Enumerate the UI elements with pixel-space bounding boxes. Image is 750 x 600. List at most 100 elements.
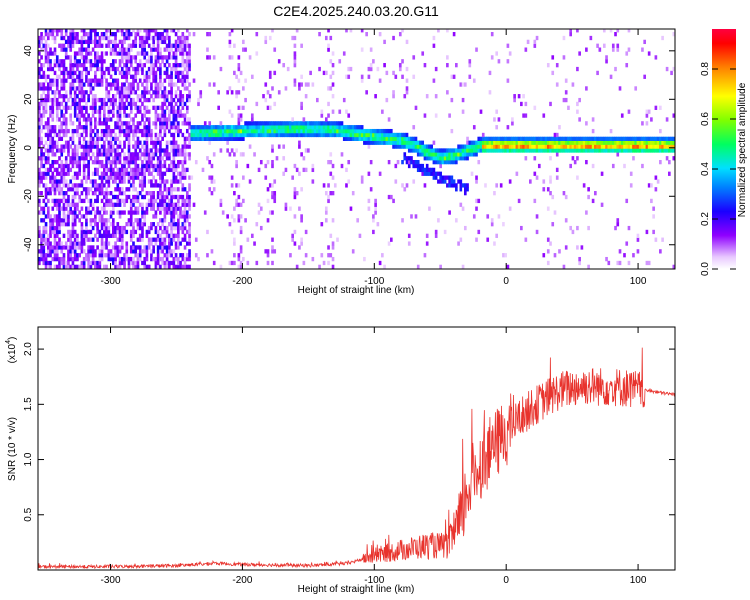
heatmap-cell	[116, 194, 120, 200]
heatmap-cell	[127, 194, 131, 200]
heatmap-cell	[602, 43, 606, 48]
heatmap-cell	[62, 105, 66, 110]
heatmap-cell	[172, 152, 176, 157]
heatmap-cell	[589, 148, 593, 153]
heatmap-cell	[107, 148, 111, 153]
heatmap-cell	[53, 241, 57, 246]
heatmap-cell	[242, 175, 245, 180]
heatmap-cell	[132, 167, 135, 173]
heatmap-cell	[401, 29, 404, 33]
heatmap-cell	[111, 167, 115, 173]
heatmap-cell	[246, 121, 250, 126]
heatmap-cell	[452, 31, 456, 37]
heatmap-cell	[455, 187, 458, 192]
heatmap-cell	[78, 74, 81, 79]
heatmap-cell	[174, 210, 178, 215]
heatmap-cell	[446, 63, 449, 68]
heatmap-cell	[91, 206, 95, 211]
heatmap-cell	[118, 113, 122, 118]
heatmap-cell	[645, 260, 649, 266]
heatmap-cell	[623, 253, 626, 258]
heatmap-cell	[40, 55, 43, 60]
heatmap-cell	[111, 210, 115, 215]
heatmap-cell	[360, 175, 364, 180]
heatmap-cell	[367, 206, 371, 211]
heatmap-cell	[125, 136, 129, 141]
heatmap-cell	[650, 136, 653, 141]
heatmap-cell	[605, 55, 608, 60]
heatmap-cell	[672, 148, 675, 153]
heatmap-cell	[215, 125, 218, 130]
heatmap-cell	[152, 152, 155, 157]
heatmap-cell	[271, 128, 274, 134]
heatmap-cell	[618, 140, 622, 145]
heatmap-cell	[329, 128, 333, 134]
heatmap-cell	[161, 101, 164, 107]
heatmap-cell	[134, 229, 138, 235]
heatmap-cell	[248, 121, 252, 126]
heatmap-cell	[477, 144, 481, 149]
heatmap-cell	[181, 229, 185, 235]
heatmap-cell	[120, 260, 124, 266]
heatmap-cell	[168, 51, 171, 56]
heatmap-cell	[145, 256, 149, 262]
heatmap-cell	[109, 256, 113, 262]
heatmap-cell	[266, 198, 270, 204]
heatmap-cell	[237, 183, 241, 188]
heatmap-cell	[273, 47, 277, 52]
heatmap-cell	[567, 148, 570, 153]
heatmap-cell	[109, 140, 113, 145]
heatmap-cell	[96, 148, 99, 153]
heatmap-cell	[129, 117, 133, 122]
heatmap-cell	[138, 78, 142, 83]
heatmap-cell	[46, 136, 50, 141]
heatmap-cell	[143, 39, 147, 45]
heatmap-cell	[143, 260, 147, 266]
heatmap-cell	[188, 233, 191, 238]
heatmap-cell	[53, 214, 57, 219]
heatmap-cell	[277, 121, 281, 126]
heatmap-cell	[147, 241, 151, 246]
heatmap-cell	[497, 214, 501, 219]
heatmap-cell	[152, 156, 155, 161]
heatmap-cell	[253, 132, 256, 138]
heatmap-cell	[123, 225, 126, 231]
heatmap-cell	[82, 148, 86, 153]
heatmap-cell	[170, 167, 173, 173]
heatmap-cell	[60, 175, 64, 180]
heatmap-cell	[96, 63, 99, 68]
heatmap-cell	[582, 183, 586, 188]
heatmap-cell	[199, 94, 203, 99]
heatmap-cell	[298, 171, 301, 176]
heatmap-cell	[383, 132, 386, 138]
heatmap-cell	[51, 29, 55, 33]
heatmap-cell	[616, 140, 620, 145]
heatmap-cell	[78, 113, 81, 118]
heatmap-cell	[172, 105, 176, 110]
heatmap-cell	[466, 152, 469, 157]
heatmap-cell	[490, 136, 494, 141]
heatmap-cell	[412, 179, 416, 184]
heatmap-cell	[553, 148, 557, 153]
heatmap-cell	[127, 113, 131, 118]
heatmap-cell	[136, 125, 140, 130]
heatmap-cell	[170, 183, 173, 188]
heatmap-cell	[327, 159, 330, 165]
heatmap-cell	[488, 90, 492, 95]
heatmap-cell	[159, 140, 162, 145]
heatmap-cell	[513, 94, 516, 99]
heatmap-cell	[156, 39, 160, 45]
heatmap-cell	[116, 156, 120, 161]
heatmap-cell	[495, 125, 499, 130]
heatmap-cell	[60, 43, 64, 48]
heatmap-cell	[53, 140, 57, 145]
heatmap-cell	[170, 214, 173, 219]
heatmap-cell	[546, 187, 550, 192]
heatmap-cell	[150, 148, 153, 153]
heatmap-cell	[611, 43, 615, 48]
heatmap-cell	[228, 136, 232, 141]
heatmap-cell	[421, 152, 425, 157]
heatmap-cell	[96, 128, 99, 134]
heatmap-cell	[434, 159, 438, 165]
heatmap-cell	[407, 159, 411, 165]
